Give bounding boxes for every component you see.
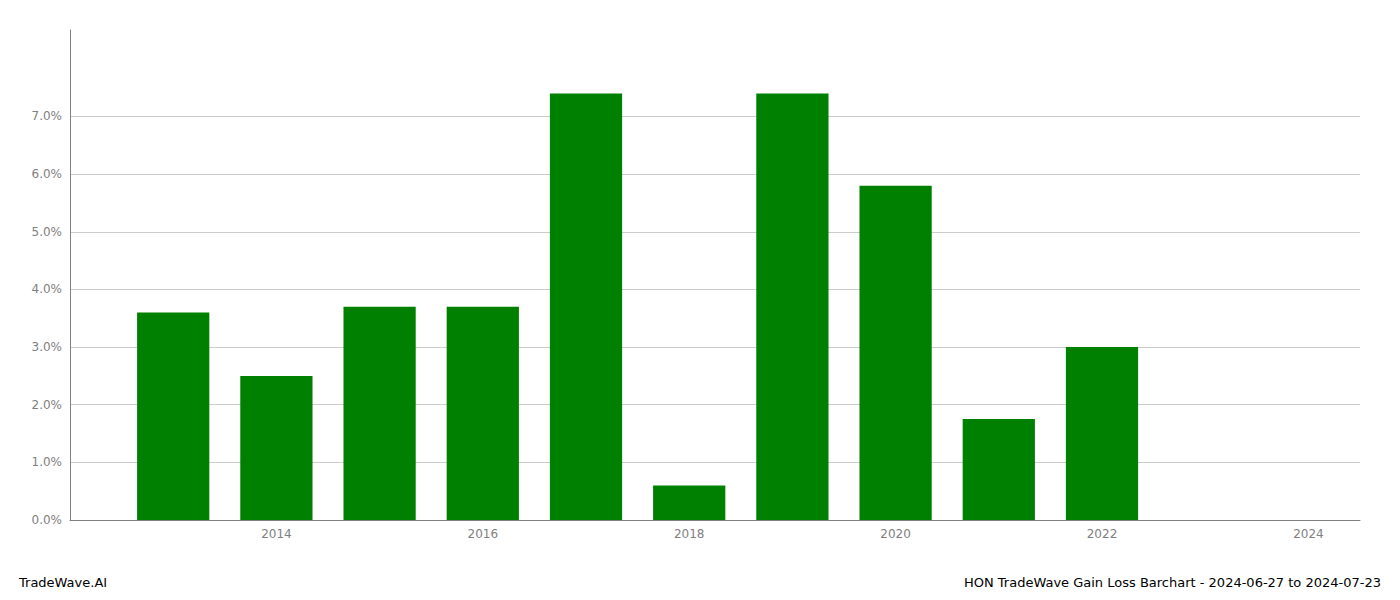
svg-text:2024: 2024 bbox=[1293, 527, 1324, 541]
svg-text:2020: 2020 bbox=[880, 527, 911, 541]
svg-text:7.0%: 7.0% bbox=[32, 109, 63, 123]
svg-text:2022: 2022 bbox=[1087, 527, 1118, 541]
svg-text:2018: 2018 bbox=[674, 527, 705, 541]
svg-text:5.0%: 5.0% bbox=[32, 225, 63, 239]
svg-text:4.0%: 4.0% bbox=[32, 282, 63, 296]
svg-text:TradeWave.AI: TradeWave.AI bbox=[18, 575, 107, 590]
svg-text:3.0%: 3.0% bbox=[32, 340, 63, 354]
svg-text:HON TradeWave Gain Loss Barcha: HON TradeWave Gain Loss Barchart - 2024-… bbox=[964, 575, 1381, 590]
svg-text:2014: 2014 bbox=[261, 527, 292, 541]
svg-text:6.0%: 6.0% bbox=[32, 167, 63, 181]
svg-text:2016: 2016 bbox=[468, 527, 499, 541]
svg-text:2.0%: 2.0% bbox=[32, 398, 63, 412]
svg-text:0.0%: 0.0% bbox=[32, 513, 63, 527]
svg-text:1.0%: 1.0% bbox=[32, 455, 63, 469]
